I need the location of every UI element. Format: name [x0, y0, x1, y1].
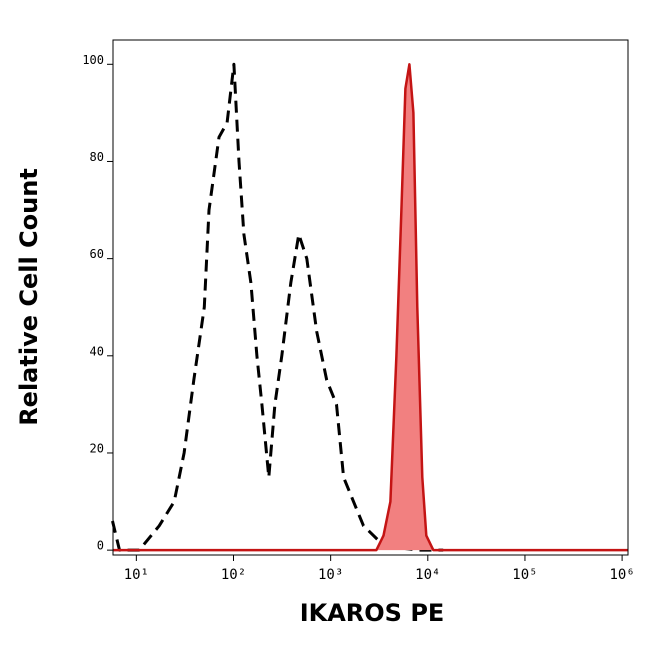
- x-tick-label: 10²: [221, 567, 246, 583]
- y-tick-label: 20: [90, 441, 104, 455]
- area: [113, 64, 628, 551]
- y-tick-label: 40: [90, 344, 104, 358]
- line: [113, 63, 628, 552]
- y-tick-label: 80: [90, 150, 104, 164]
- y-tick-label: 0: [97, 539, 104, 553]
- x-tick-label: 10⁴: [415, 567, 440, 583]
- x-tick-label: 10⁶: [609, 567, 634, 583]
- y-axis-label: Relative Cell Count: [15, 168, 43, 426]
- y-tick-label: 60: [90, 247, 104, 261]
- y-tick-label: 100: [82, 53, 104, 67]
- line: [111, 62, 444, 552]
- plot-frame: [112, 39, 629, 556]
- x-tick-label: 10⁵: [512, 567, 537, 583]
- x-tick-label: 10¹: [124, 567, 149, 583]
- x-tick-label: 10³: [318, 567, 343, 583]
- x-axis-label: IKAROS PE: [300, 599, 445, 627]
